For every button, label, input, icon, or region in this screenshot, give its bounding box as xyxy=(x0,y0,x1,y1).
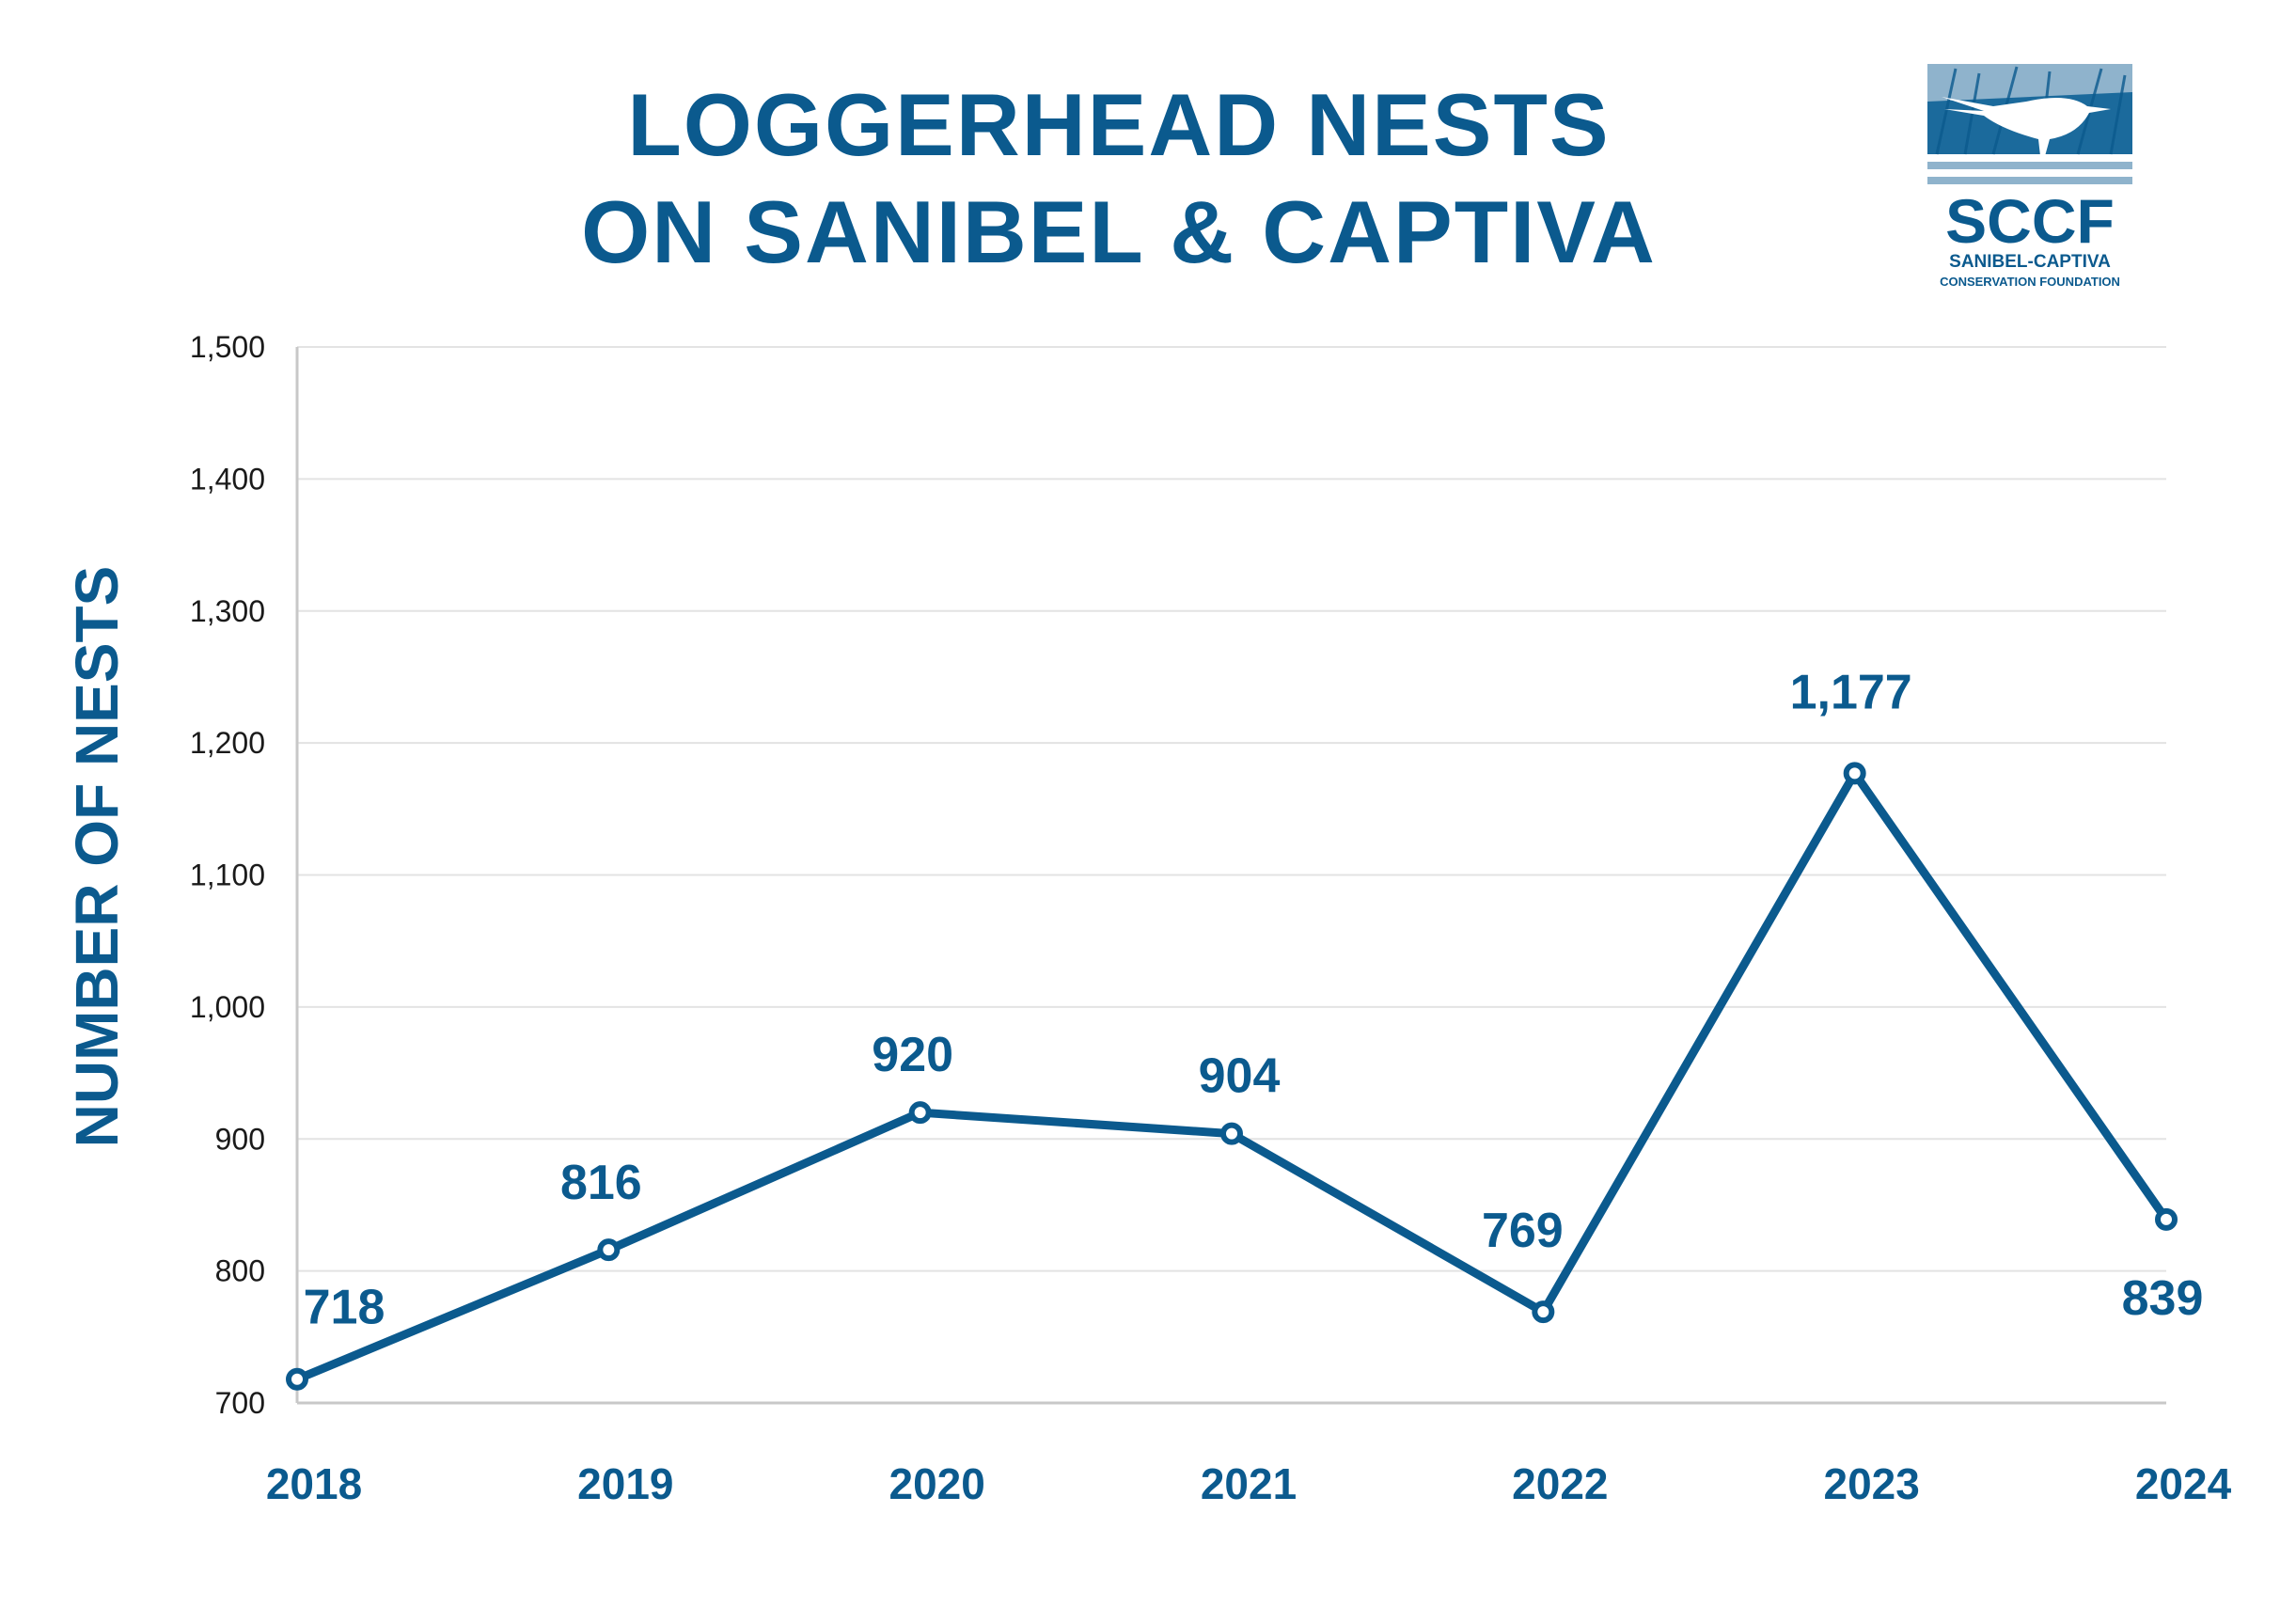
chart-title-line-2: ON SANIBEL & CAPTIVA xyxy=(581,182,1657,281)
x-tick-label: 2019 xyxy=(577,1459,673,1508)
sccf-logo: SCCF SANIBEL-CAPTIVA CONSERVATION FOUNDA… xyxy=(1927,64,2132,289)
x-tick-label: 2021 xyxy=(1201,1459,1297,1508)
x-tick-label: 2022 xyxy=(1512,1459,1608,1508)
y-tick-label: 1,500 xyxy=(190,330,265,364)
data-point xyxy=(597,1238,621,1262)
y-tick-label: 1,200 xyxy=(190,726,265,760)
y-tick-label: 1,100 xyxy=(190,859,265,892)
chart-title-line-1: LOGGERHEAD NESTS xyxy=(627,75,1611,174)
data-point xyxy=(1532,1300,1555,1324)
data-label: 839 xyxy=(2122,1271,2204,1326)
y-tick-label: 1,400 xyxy=(190,462,265,496)
svg-text:SCCF: SCCF xyxy=(1945,186,2115,256)
data-label: 816 xyxy=(560,1156,642,1210)
data-point xyxy=(1220,1122,1243,1145)
y-tick-label: 900 xyxy=(215,1122,265,1156)
data-label: 1,177 xyxy=(1790,665,1912,719)
svg-text:SANIBEL-CAPTIVA: SANIBEL-CAPTIVA xyxy=(1949,252,2111,272)
data-point xyxy=(908,1101,932,1125)
y-tick-label: 800 xyxy=(215,1254,265,1288)
data-label: 718 xyxy=(304,1281,385,1335)
data-label: 769 xyxy=(1482,1204,1564,1258)
x-tick-label: 2020 xyxy=(889,1459,984,1508)
svg-text:CONSERVATION FOUNDATION: CONSERVATION FOUNDATION xyxy=(1940,275,2120,289)
data-point xyxy=(2155,1207,2178,1231)
x-tick-label: 2024 xyxy=(2135,1459,2232,1508)
data-label: 904 xyxy=(1199,1049,1281,1104)
x-tick-label: 2023 xyxy=(1823,1459,1919,1508)
y-tick-label: 700 xyxy=(215,1386,265,1420)
data-label: 920 xyxy=(872,1028,953,1082)
y-tick-label: 1,000 xyxy=(190,990,265,1024)
data-point xyxy=(1843,762,1866,785)
y-axis-title: NUMBER OF NESTS xyxy=(63,566,131,1148)
data-point xyxy=(286,1367,308,1391)
x-tick-label: 2018 xyxy=(266,1459,362,1508)
y-tick-label: 1,300 xyxy=(190,594,265,628)
